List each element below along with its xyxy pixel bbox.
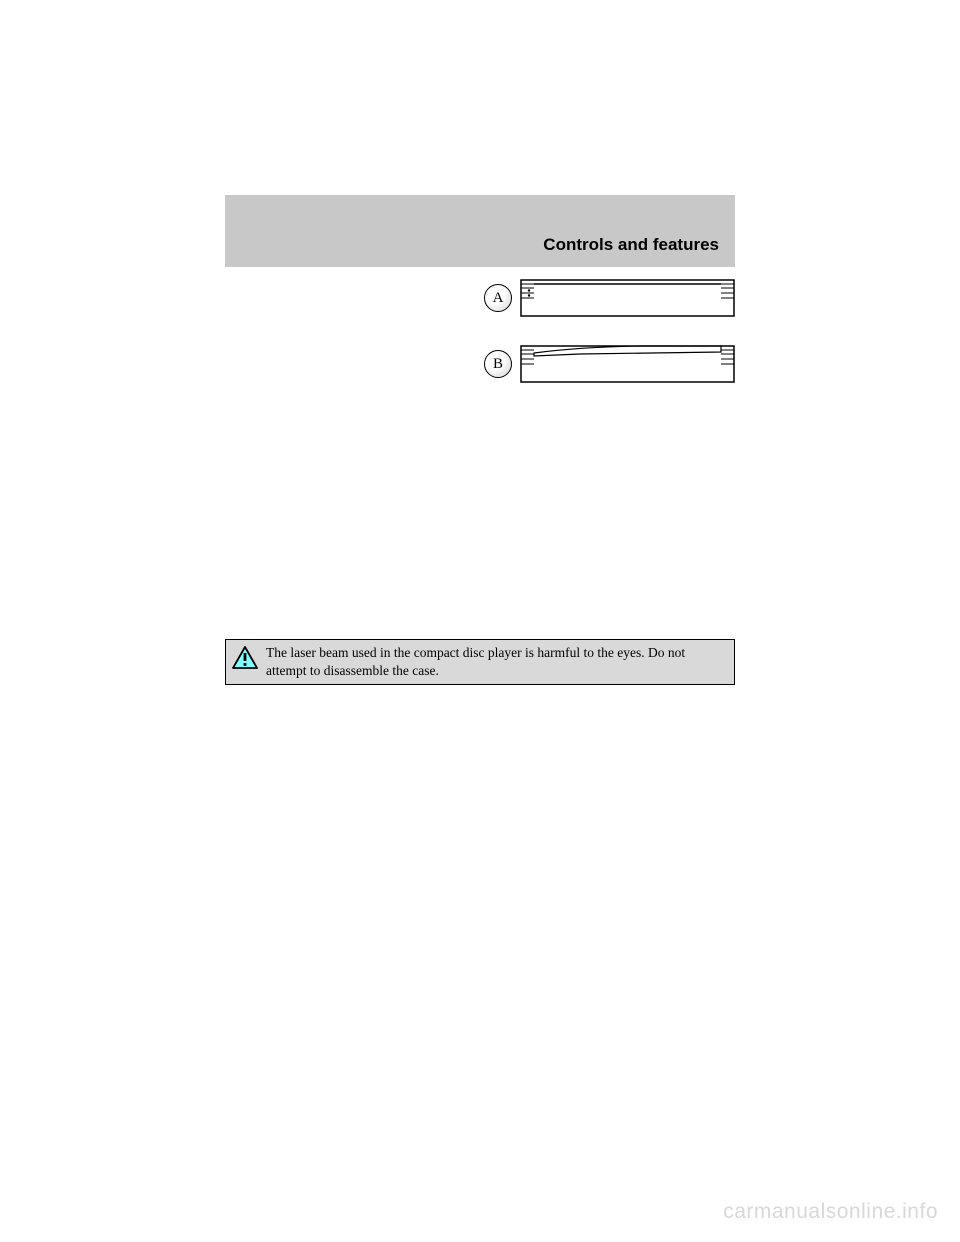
- diagram-row-a: A: [484, 279, 735, 317]
- watermark: carmanualsonline.info: [723, 1200, 938, 1224]
- warning-text: The laser beam used in the compact disc …: [266, 644, 728, 680]
- warning-box: The laser beam used in the compact disc …: [225, 639, 735, 685]
- diagram-label-a: A: [484, 284, 512, 312]
- diagram-row-b: B: [484, 345, 735, 383]
- page-title: Controls and features: [543, 235, 719, 255]
- diagram-label-b: B: [484, 350, 512, 378]
- slot-diagram-b: [520, 345, 735, 383]
- warning-icon: [232, 646, 258, 669]
- diagram-section: A B: [225, 267, 735, 383]
- header-bar: Controls and features: [225, 195, 735, 267]
- slot-diagram-a: [520, 279, 735, 317]
